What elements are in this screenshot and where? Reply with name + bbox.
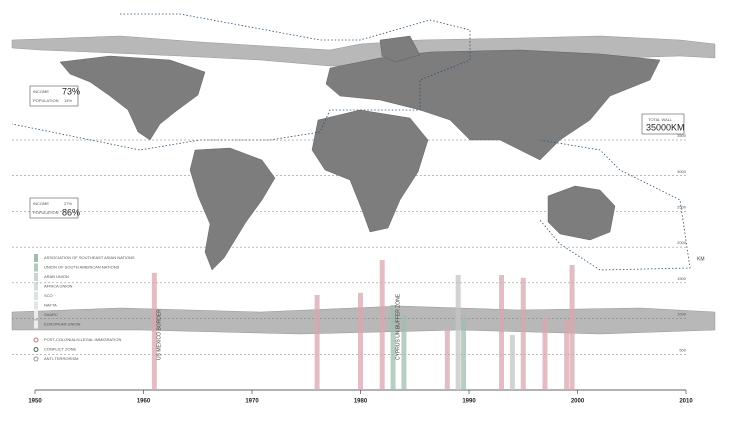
y-tick-label: 3000 [677, 169, 687, 174]
stat-box-north: INCOME 73% POPULATION 14% [29, 85, 80, 107]
legend-swatch [33, 356, 39, 362]
bar [444, 330, 450, 390]
legend-label: CONFLICT ZONE [44, 347, 76, 352]
legend-label: ASSOCIATION OF SOUTHEAST ASIAN NATIONS [44, 255, 135, 260]
stat-label: POPULATION [33, 98, 59, 103]
legend-swatch [34, 282, 38, 291]
total-box: TOTAL WALL 35000KM [641, 113, 685, 135]
legend-swatch [33, 347, 39, 352]
legend-swatch [34, 263, 38, 272]
bar [520, 277, 526, 390]
y-tick-label: 3500 [677, 133, 687, 138]
total-label: TOTAL WALL [648, 117, 673, 122]
legend-label: EUROPEAN UNION [44, 322, 81, 327]
stat-box-frame [29, 85, 79, 107]
stat-label: INCOME [33, 89, 49, 94]
bar [390, 305, 396, 390]
legend-swatch [34, 301, 38, 310]
stat-box-frame [29, 197, 79, 219]
y-tick-label: 2000 [677, 240, 687, 245]
x-tick-label: 2000 [571, 399, 585, 405]
legend-swatch [34, 320, 38, 329]
total-box-frame [641, 113, 685, 135]
bar [461, 315, 467, 390]
x-tick-label: 2010 [679, 399, 693, 405]
legend-label: UNION OF SOUTH AMERICAN NATIONS [44, 265, 120, 270]
stat-value: 73% [62, 86, 80, 96]
bar [358, 292, 363, 390]
legend-label: ARAB UNION [44, 274, 69, 279]
stat-box-south: INCOME 27% POPULATION 86% [29, 197, 80, 219]
legend-swatch [34, 311, 38, 319]
x-tick-label: 1980 [354, 399, 368, 405]
bar [499, 275, 505, 390]
legend-swatch [33, 337, 39, 343]
stat-label: INCOME [33, 201, 49, 206]
x-tick-label: 1950 [28, 399, 42, 405]
stat-value: 86% [62, 207, 80, 217]
x-tick-label: 1990 [462, 399, 476, 405]
legend: ASSOCIATION OF SOUTHEAST ASIAN NATIONS UN… [33, 254, 135, 362]
y-tick-label: 2500 [677, 204, 687, 209]
total-value: 35000KM [646, 122, 685, 132]
legend-label: AFRICA UNION [44, 284, 73, 289]
bar [564, 320, 570, 390]
legend-label: ANTI-TERRORISM [44, 356, 78, 361]
y-tick-label: 1000 [677, 312, 687, 317]
legend-label: POST-COLONIAL/ILLEGAL IMMIGRATION [44, 337, 121, 342]
bar [455, 275, 461, 390]
y-tick-label: 500 [679, 347, 686, 352]
legend-swatch [34, 273, 38, 281]
y-axis-label: KM [697, 256, 705, 262]
legend-swatch [34, 292, 38, 300]
legend-label: SAARC [44, 312, 58, 317]
bar-label: US MEXICO BORDER [157, 309, 163, 360]
stat-label: POPULATION [33, 210, 59, 215]
bar-label: CYPRUS UN BUFFER ZONE [395, 293, 401, 360]
bar [569, 265, 575, 390]
y-tick-label: 1500 [677, 276, 687, 281]
legend-swatch [34, 254, 38, 262]
world-map [11, 13, 716, 335]
bar [379, 260, 385, 390]
stat-value: 14% [64, 98, 72, 103]
stat-value: 27% [64, 201, 72, 206]
legend-label: SCO [44, 293, 53, 298]
bar [401, 315, 407, 390]
bar [151, 272, 157, 390]
bar [314, 295, 320, 390]
legend-label: NAFTA [44, 303, 57, 308]
x-tick-label: 1970 [245, 399, 259, 405]
x-tick-label: 1960 [137, 399, 151, 405]
bar [509, 335, 515, 390]
bar [542, 317, 548, 390]
